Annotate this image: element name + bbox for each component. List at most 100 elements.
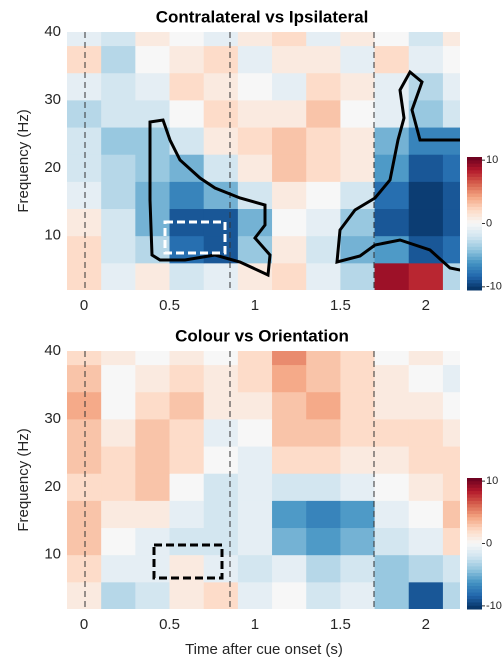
heat-cell <box>442 364 460 393</box>
heat-cell <box>101 554 136 583</box>
heat-cell <box>135 72 171 101</box>
y-tick-label: 30 <box>44 410 61 427</box>
heat-cell <box>272 99 307 128</box>
heat-cell <box>374 364 410 393</box>
heat-cell <box>272 127 307 155</box>
heat-cell <box>237 45 273 74</box>
heat-cell <box>408 181 444 210</box>
heat-cell <box>237 391 273 420</box>
heat-cell <box>135 181 171 210</box>
heat-cell <box>306 500 341 529</box>
colorbar-segment <box>467 527 482 531</box>
heat-cell <box>272 32 307 47</box>
y-tick-label: 30 <box>44 91 61 108</box>
colorbar-segment <box>467 163 482 168</box>
heat-cell <box>442 32 460 47</box>
heat-cell <box>340 154 376 182</box>
heat-cell <box>169 500 205 529</box>
colorbar-segment <box>467 507 482 512</box>
heat-cell <box>135 351 171 366</box>
y-tick-label: 10 <box>44 227 61 244</box>
colorbar-tick-label: 0 <box>486 537 492 549</box>
x-axis-label: Time after cue onset (s) <box>185 641 343 658</box>
heat-cell <box>442 235 460 264</box>
colorbar-segment <box>467 566 482 571</box>
heat-cell <box>67 208 102 237</box>
heat-cell <box>203 500 239 529</box>
heat-cell <box>374 527 410 556</box>
colorbar-segment <box>467 500 482 505</box>
heat-cell <box>67 364 102 393</box>
heat-cell <box>101 391 136 420</box>
heat-cell <box>374 554 410 583</box>
colorbar-tick-label: 10 <box>486 475 498 487</box>
heat-cell <box>272 262 307 290</box>
heat-cell <box>340 391 376 420</box>
heat-cell <box>203 446 239 474</box>
heat-cell <box>408 45 444 74</box>
heat-cell <box>203 72 239 101</box>
heat-cell <box>169 446 205 474</box>
colorbar-segment <box>467 260 482 264</box>
colorbar-segment <box>467 586 482 590</box>
heatmap <box>67 32 460 290</box>
heat-cell <box>101 500 136 529</box>
colorbar-segment <box>467 213 482 218</box>
heat-cell <box>67 181 102 210</box>
colorbar-segment <box>467 246 482 251</box>
heat-cell <box>340 446 376 474</box>
colorbar-segment <box>467 210 482 215</box>
heat-cell <box>135 473 171 501</box>
heat-cell <box>272 554 307 583</box>
colorbar-segment <box>467 497 482 502</box>
heat-cell <box>306 127 341 155</box>
analysis-window <box>152 543 224 580</box>
heat-cell <box>203 391 239 420</box>
colorbar-segment <box>467 576 482 581</box>
colorbar-tick-label: -10 <box>486 281 502 293</box>
colorbar-tick-label: 10 <box>486 154 498 166</box>
heat-cell <box>374 500 410 529</box>
heat-cell <box>306 554 341 583</box>
heat-cell <box>67 418 102 447</box>
heat-cell <box>306 364 341 393</box>
heat-cell <box>67 45 102 74</box>
heat-cell <box>237 181 273 210</box>
heat-cell <box>237 72 273 101</box>
heat-cell <box>203 45 239 74</box>
heat-cell <box>374 45 410 74</box>
heat-cell <box>306 235 341 264</box>
colorbar-segment <box>467 193 482 198</box>
colorbar-segment <box>467 220 482 224</box>
heat-cell <box>203 364 239 393</box>
heat-cell <box>237 581 273 609</box>
colorbar-segment <box>467 180 482 185</box>
heat-cell <box>135 127 171 155</box>
heat-cell <box>169 581 205 609</box>
heat-cell <box>442 554 460 583</box>
heat-cell <box>237 446 273 474</box>
heat-cell <box>306 581 341 609</box>
heat-cell <box>340 32 376 47</box>
heat-cell <box>442 99 460 128</box>
heat-cell <box>340 581 376 609</box>
heat-cell <box>306 418 341 447</box>
heat-cell <box>442 581 460 609</box>
colorbar-segment <box>467 226 482 231</box>
heat-cell <box>67 154 102 182</box>
heat-cell <box>306 32 341 47</box>
colorbar-segment <box>467 491 482 495</box>
heat-cell <box>272 154 307 182</box>
heat-cell <box>237 527 273 556</box>
heat-cell <box>408 391 444 420</box>
heat-cell <box>272 45 307 74</box>
annotations <box>84 32 460 609</box>
heat-cell <box>67 391 102 420</box>
heat-cell <box>442 154 460 182</box>
heat-cell <box>272 418 307 447</box>
heat-cell <box>272 72 307 101</box>
heat-cell <box>67 446 102 474</box>
heat-cell <box>306 99 341 128</box>
